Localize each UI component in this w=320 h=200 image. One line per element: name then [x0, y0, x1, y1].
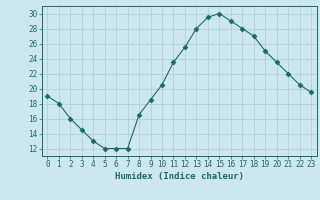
X-axis label: Humidex (Indice chaleur): Humidex (Indice chaleur) [115, 172, 244, 181]
